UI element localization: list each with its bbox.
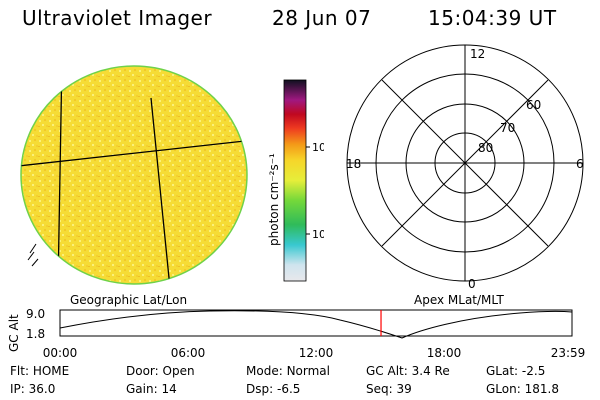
status-flt-key: Flt:: [10, 364, 29, 378]
status-mode: Mode: Normal: [246, 364, 330, 378]
status-gcalt: GC Alt: 3.4 Re: [366, 364, 450, 378]
limb-marks: [27, 243, 39, 267]
status-seq: Seq: 39: [366, 382, 412, 396]
geo-grid-lines: [21, 66, 247, 284]
colorbar-axis-label: photon cm⁻²s⁻¹: [267, 153, 281, 246]
status-glon: GLon: 181.8: [486, 382, 559, 396]
status-flt: Flt: HOME: [10, 364, 69, 378]
timeline-frame: [59, 309, 573, 337]
status-seq-key: Seq:: [366, 382, 393, 396]
status-glon-value: 181.8: [524, 382, 559, 396]
status-ip-value: 36.0: [28, 382, 56, 396]
status-gcalt-key: GC Alt:: [366, 364, 408, 378]
instrument-title: Ultraviolet Imager: [22, 6, 213, 30]
colorbar-tick-10: 10: [312, 228, 324, 241]
orbit-timeline: GC Alt 9.0 1.8 00:00 06:00 12:00 18:00 2…: [7, 307, 586, 360]
apex-caption: Apex MLat/MLT: [414, 293, 504, 307]
lat-label-70: 70: [500, 121, 515, 135]
status-seq-value: 39: [396, 382, 412, 396]
lat-label-80: 80: [478, 141, 493, 155]
status-glat-value: -2.5: [521, 364, 546, 378]
status-ip-key: IP:: [10, 382, 25, 396]
polar-plot: 12 18 6 0 80 70 60: [346, 44, 584, 291]
status-mode-value: Normal: [286, 364, 330, 378]
mlt-label-0: 0: [468, 277, 476, 291]
x-tick-2359: 23:59: [551, 346, 586, 360]
geographic-caption: Geographic Lat/Lon: [70, 293, 188, 307]
status-dsp-key: Dsp:: [246, 382, 274, 396]
y-tick-max: 9.0: [26, 307, 45, 321]
x-tick-1200: 12:00: [299, 346, 334, 360]
status-dsp: Dsp: -6.5: [246, 382, 300, 396]
status-door-value: Open: [162, 364, 195, 378]
status-glat: GLat: -2.5: [486, 364, 545, 378]
date-label: 28 Jun 07: [272, 6, 372, 30]
status-gain-key: Gain:: [126, 382, 158, 396]
gc-alt-axis-label: GC Alt: [7, 314, 21, 352]
uv-image-panel: [20, 65, 248, 285]
colorbar-tick-100: 100: [312, 141, 324, 154]
x-tick-0600: 06:00: [171, 346, 206, 360]
status-door: Door: Open: [126, 364, 195, 378]
status-dsp-value: -6.5: [276, 382, 301, 396]
x-tick-0000: 00:00: [43, 346, 78, 360]
earth-disk: [20, 65, 248, 285]
y-tick-min: 1.8: [26, 327, 45, 341]
status-door-key: Door:: [126, 364, 159, 378]
x-tick-1800: 18:00: [427, 346, 462, 360]
mlt-label-12: 12: [470, 47, 485, 61]
colorbar: 100 10 photon cm⁻²s⁻¹: [267, 79, 324, 282]
altitude-curve: [59, 310, 573, 339]
time-label: 15:04:39 UT: [428, 6, 557, 30]
mlt-label-18: 18: [346, 157, 361, 171]
status-gain: Gain: 14: [126, 382, 177, 396]
lat-label-60: 60: [526, 98, 541, 112]
mlt-label-6: 6: [576, 157, 584, 171]
status-glat-key: GLat:: [486, 364, 519, 378]
status-flt-value: HOME: [32, 364, 70, 378]
status-glon-key: GLon:: [486, 382, 521, 396]
status-gcalt-value: 3.4 Re: [411, 364, 450, 378]
status-gain-value: 14: [161, 382, 177, 396]
status-ip: IP: 36.0: [10, 382, 55, 396]
status-mode-key: Mode:: [246, 364, 283, 378]
